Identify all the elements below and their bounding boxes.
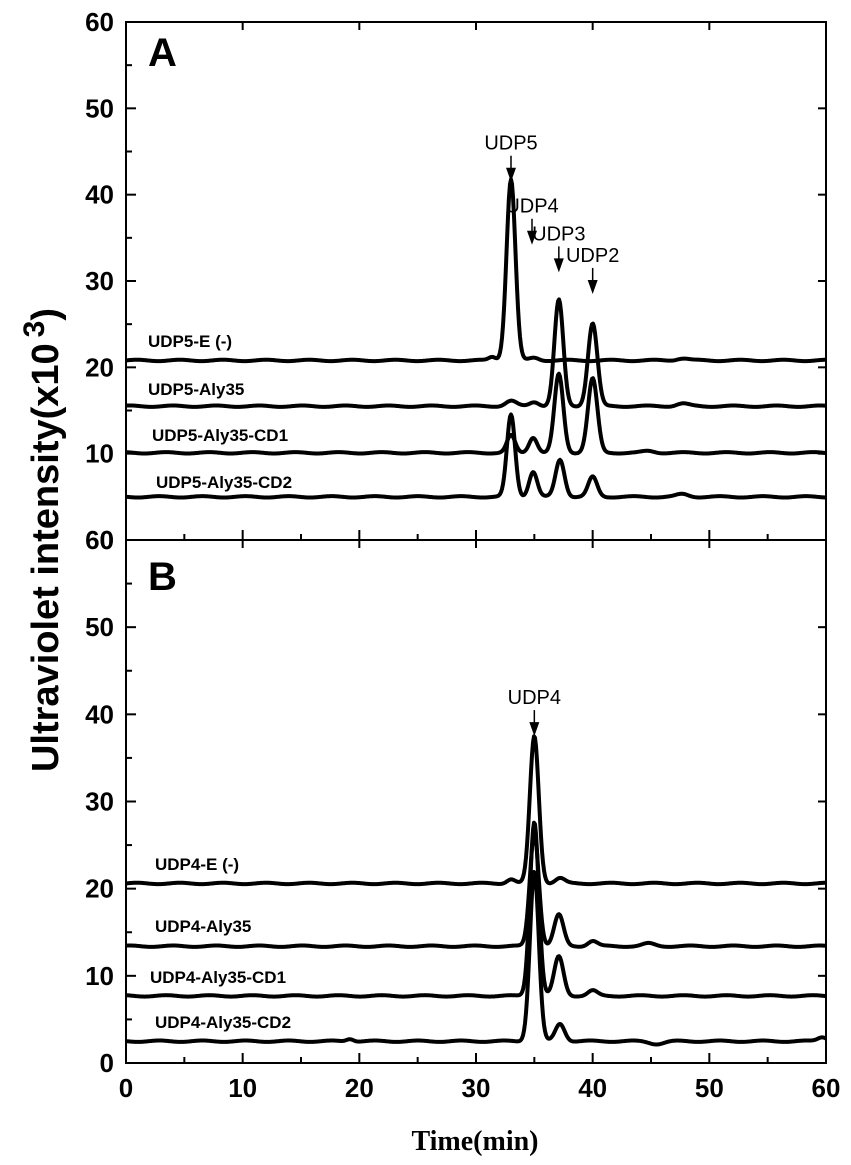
peak-arrow-head — [553, 258, 564, 273]
y-tick-label: 40 — [85, 699, 114, 729]
panel-label-a: A — [148, 31, 177, 75]
series-label: UDP4-E (-) — [155, 855, 239, 874]
peak-arrow-head — [587, 279, 598, 294]
peak-label: UDP2 — [566, 245, 619, 267]
x-tick-label: 60 — [812, 1073, 841, 1103]
peak-label: UDP4 — [508, 687, 561, 709]
series-label: UDP5-Aly35-CD1 — [152, 426, 288, 445]
series-label: UDP4-Aly35 — [155, 917, 251, 936]
peak-label: UDP4 — [505, 196, 558, 218]
x-tick-label: 40 — [578, 1073, 607, 1103]
peak-arrow-head — [506, 167, 516, 182]
series-label: UDP4-Aly35-CD2 — [155, 1013, 291, 1032]
y-tick-label: 30 — [85, 787, 114, 817]
y-tick-label: 60 — [85, 525, 114, 555]
y-tick-label: 0 — [100, 1048, 114, 1078]
series-line — [125, 820, 827, 999]
y-tick-label: 30 — [85, 266, 114, 296]
panel-a: 0 10 20 30 40 50 60 A UDP5-E (-) UDP5-Aly35 UDP5-A… — [85, 7, 827, 555]
y-axis-label-exponent: 3 — [18, 321, 51, 338]
y-tick-label: 10 — [85, 961, 114, 991]
y-tick-label: 50 — [85, 93, 114, 123]
series-line — [125, 734, 827, 887]
series-line — [125, 371, 827, 456]
y-tick-label: 40 — [85, 180, 114, 210]
peak-arrow-head — [527, 230, 537, 245]
y-tick-label: 60 — [85, 7, 114, 37]
peak-label: UDP3 — [532, 223, 585, 245]
peak-arrow-head — [529, 722, 540, 737]
x-axis-label: Time(min) — [411, 1126, 538, 1157]
series-label: UDP4-Aly35-CD1 — [150, 968, 286, 987]
y-tick-label: 20 — [85, 874, 114, 904]
y-tick-label: 20 — [85, 352, 114, 382]
y-axis-label: Ultraviolet intensity(x10 3) — [18, 308, 67, 772]
x-tick-label: 50 — [695, 1073, 724, 1103]
peak-label: UDP5 — [484, 133, 537, 155]
series-label: UDP5-Aly35 — [148, 380, 244, 399]
x-tick-label: 10 — [228, 1073, 257, 1103]
series-line — [125, 831, 827, 949]
series-label: UDP5-Aly35-CD2 — [156, 473, 292, 492]
y-tick-label: 50 — [85, 612, 114, 642]
x-tick-label: 20 — [345, 1073, 374, 1103]
panel-label-b: B — [148, 555, 177, 599]
series-label: UDP5-E (-) — [148, 332, 232, 351]
series-line — [125, 177, 827, 364]
x-tick-label: 30 — [462, 1073, 491, 1103]
series-line — [125, 297, 827, 409]
y-axis-label-text: Ultraviolet intensity(x10 — [25, 343, 67, 772]
y-tick-label: 10 — [85, 439, 114, 469]
series-line — [125, 412, 827, 500]
y-tick-label: 0 — [100, 525, 114, 555]
y-axis-label-close: ) — [25, 308, 67, 321]
x-tick-label: 0 — [119, 1073, 133, 1103]
series-line — [125, 869, 827, 1047]
plot-frame-a — [125, 21, 827, 541]
